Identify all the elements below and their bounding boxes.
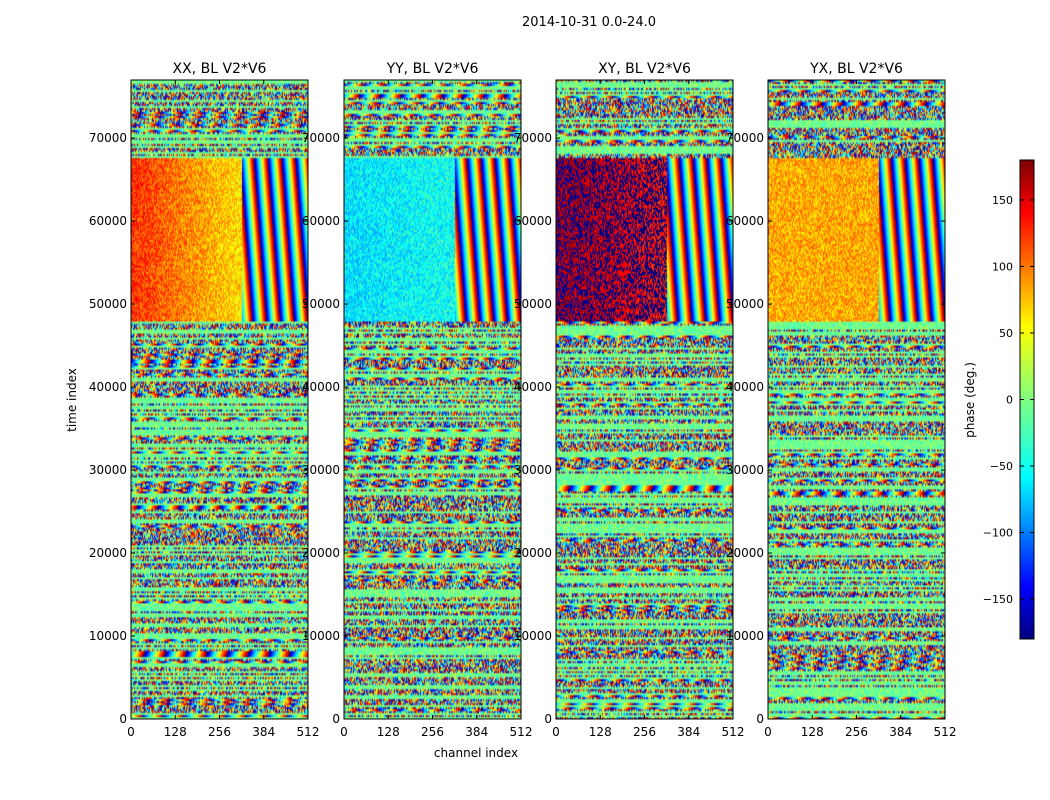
y-tick-label: 30000	[726, 463, 764, 477]
x-tick-label: 256	[208, 725, 231, 739]
y-tick-label: 60000	[514, 214, 552, 228]
heatmap-3	[556, 80, 733, 719]
y-tick-label: 20000	[302, 546, 340, 560]
heatmap-1	[131, 80, 308, 719]
x-tick-label: 384	[677, 725, 700, 739]
y-tick-label: 20000	[89, 546, 127, 560]
x-tick-label: 256	[845, 725, 868, 739]
x-tick-label: 256	[421, 725, 444, 739]
y-tick-label: 30000	[89, 463, 127, 477]
y-tick-label: 40000	[89, 380, 127, 394]
x-tick-label: 384	[889, 725, 912, 739]
colorbar-tick-label: 150	[992, 194, 1013, 207]
y-tick-label: 60000	[726, 214, 764, 228]
panel-2: YY, BL V2*V6 0 128 256 384 512 0 10000 20000 3000…	[302, 61, 533, 739]
x-tick-label: 128	[801, 725, 824, 739]
x-tick-label: 128	[589, 725, 612, 739]
colorbar: 150 100 50 0 −50 −100 −150 phase (deg.)	[963, 159, 1035, 640]
y-tick-label: 50000	[89, 297, 127, 311]
y-tick-label: 60000	[302, 214, 340, 228]
y-tick-label: 0	[756, 712, 764, 726]
colorbar-tick-label: 50	[999, 327, 1013, 340]
y-tick-label: 50000	[302, 297, 340, 311]
y-tick-label: 10000	[89, 629, 127, 643]
panel-1: XX, BL V2*V6 0 128 256 384 512 0 10000 20000 3000…	[89, 61, 320, 739]
y-tick-label: 0	[332, 712, 340, 726]
panel-title: XX, BL V2*V6	[173, 61, 267, 77]
y-tick-label: 50000	[514, 297, 552, 311]
x-tick-label: 512	[934, 725, 957, 739]
y-tick-label: 20000	[514, 546, 552, 560]
y-tick-label: 10000	[302, 629, 340, 643]
panel-3: XY, BL V2*V6 0 128 256 384 512 0 10000 20000 3000…	[514, 61, 745, 739]
x-tick-label: 128	[164, 725, 187, 739]
colorbar-label: phase (deg.)	[963, 362, 977, 438]
colorbar-tick-label: 100	[992, 260, 1013, 273]
y-tick-label: 40000	[302, 380, 340, 394]
figure-suptitle: 2014-10-31 0.0-24.0	[522, 15, 656, 30]
y-tick-label: 30000	[302, 463, 340, 477]
y-axis-label: time index	[65, 368, 79, 432]
panel-title: YY, BL V2*V6	[386, 61, 479, 77]
panel-title: XY, BL V2*V6	[598, 61, 691, 77]
x-tick-label: 256	[633, 725, 656, 739]
y-tick-label: 70000	[89, 131, 127, 145]
x-tick-label: 512	[722, 725, 745, 739]
x-tick-label: 512	[510, 725, 533, 739]
x-tick-label: 384	[252, 725, 275, 739]
colorbar-tick-label: 0	[1006, 394, 1013, 407]
y-tick-label: 10000	[514, 629, 552, 643]
y-tick-label: 30000	[514, 463, 552, 477]
x-tick-label: 0	[127, 725, 135, 739]
x-tick-label: 0	[340, 725, 348, 739]
x-tick-label: 512	[297, 725, 320, 739]
colorbar-tick-label: −150	[983, 593, 1013, 606]
heatmap-2	[344, 80, 521, 719]
y-tick-label: 0	[119, 712, 127, 726]
panel-title: YX, BL V2*V6	[809, 61, 903, 77]
panel-4: YX, BL V2*V6 0 128 256 384 512 0 10000 20000 3000…	[726, 61, 957, 739]
y-tick-label: 70000	[514, 131, 552, 145]
y-tick-label: 70000	[726, 131, 764, 145]
x-tick-label: 128	[377, 725, 400, 739]
y-tick-label: 20000	[726, 546, 764, 560]
y-tick-label: 0	[544, 712, 552, 726]
x-tick-label: 0	[764, 725, 772, 739]
y-tick-label: 40000	[514, 380, 552, 394]
colorbar-tick-label: −100	[983, 527, 1013, 540]
panels-group: XX, BL V2*V6 0 128 256 384 512 0 10000 20000 3000…	[89, 61, 957, 739]
colorbar-ticks: 150 100 50 0 −50 −100 −150	[983, 194, 1034, 606]
colorbar-tick-label: −50	[990, 460, 1013, 473]
y-tick-label: 60000	[89, 214, 127, 228]
x-tick-label: 384	[465, 725, 488, 739]
y-tick-label: 50000	[726, 297, 764, 311]
heatmap-4	[768, 80, 945, 719]
y-tick-label: 70000	[302, 131, 340, 145]
x-tick-label: 0	[552, 725, 560, 739]
x-axis-label: channel index	[434, 746, 518, 760]
y-tick-label: 10000	[726, 629, 764, 643]
y-tick-label: 40000	[726, 380, 764, 394]
